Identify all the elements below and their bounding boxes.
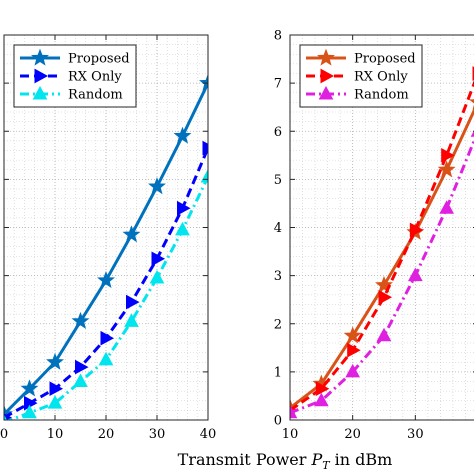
data-point (345, 363, 361, 378)
data-point (97, 271, 115, 289)
data-point (409, 222, 424, 238)
data-point (49, 381, 64, 397)
data-point (441, 147, 455, 163)
data-point (470, 130, 474, 137)
legend-marker (34, 68, 49, 84)
data-point (177, 200, 191, 216)
data-point (437, 160, 456, 178)
legend-label: RX Only (68, 70, 122, 85)
x-tick-label: 10 (282, 427, 299, 442)
right-chart-panel: 10 20 30 0 1 2 3 4 5 6 7 8 Proposed RX Only Random (274, 29, 474, 442)
data-point (148, 177, 166, 195)
left-chart-panel: 0 10 20 30 40 Proposed RX Only Random (0, 34, 217, 442)
y-tick-label: 5 (274, 173, 282, 188)
legend-label: Proposed (354, 52, 416, 67)
y-tick-label: 0 (274, 414, 282, 429)
data-point (378, 289, 393, 305)
data-point (173, 126, 192, 144)
legend: Proposed RX Only Random (13, 44, 137, 108)
grid (4, 35, 208, 420)
data-point (375, 275, 393, 293)
series-group (4, 73, 208, 420)
data-point (343, 326, 362, 344)
y-tick-label: 3 (274, 269, 282, 284)
y-tick-label: 8 (274, 29, 282, 44)
data-point (290, 404, 298, 419)
data-point (149, 269, 165, 284)
y-tick-label: 6 (274, 125, 282, 140)
data-point (22, 404, 37, 419)
data-point (151, 251, 166, 267)
y-tick-label: 7 (274, 77, 282, 92)
data-point (315, 381, 330, 397)
data-point (199, 73, 208, 91)
data-point (376, 327, 392, 342)
legend: Proposed RX Only Random (299, 44, 423, 108)
data-point (124, 313, 139, 327)
legend-label: Random (68, 88, 123, 103)
x-tick-label: 20 (98, 427, 115, 442)
data-point (100, 330, 115, 346)
legend-marker (320, 68, 335, 84)
data-point (126, 294, 140, 310)
data-point (313, 392, 329, 407)
data-point (73, 373, 88, 387)
y-tick-label: 4 (274, 221, 282, 236)
x-axis-label: Transmit Power PT in dBm (178, 450, 393, 472)
x-tick-label: 10 (47, 427, 64, 442)
series-group (290, 66, 474, 419)
x-tick-label: 0 (0, 427, 8, 442)
data-point (439, 200, 455, 214)
legend-marker (318, 85, 334, 100)
data-point (75, 359, 89, 375)
data-point (46, 352, 64, 370)
data-point (347, 342, 361, 358)
legend-label: RX Only (354, 70, 408, 85)
legend-marker (32, 85, 48, 100)
x-tick-label: 30 (149, 427, 166, 442)
legend-label: Proposed (68, 52, 130, 67)
y-tick-label: 1 (274, 365, 282, 380)
grid (290, 35, 474, 420)
y-tick-label: 2 (274, 317, 282, 332)
data-point (71, 311, 90, 329)
data-point (202, 140, 208, 156)
x-tick-label: 40 (200, 427, 217, 442)
data-point (122, 225, 141, 243)
data-point (469, 99, 474, 110)
data-point (98, 351, 114, 366)
legend-label: Random (354, 88, 409, 103)
data-point (407, 267, 423, 282)
legend-marker (31, 48, 49, 66)
data-point (4, 414, 8, 420)
x-tick-label: 30 (407, 427, 424, 442)
data-point (24, 395, 38, 411)
x-tick-label: 20 (344, 427, 361, 442)
data-point (20, 379, 39, 397)
data-point (175, 221, 190, 236)
legend-marker (317, 48, 335, 66)
data-point (47, 395, 63, 409)
